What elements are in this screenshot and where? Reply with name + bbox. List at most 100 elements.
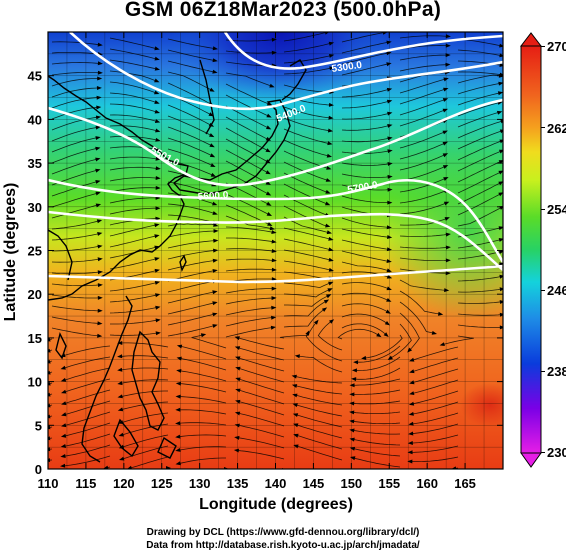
colorbar-label: 254 [547,202,566,217]
streamline-arrow [212,46,218,51]
streamline-arrow [234,336,240,341]
streamline-arrow [385,309,391,314]
streamline [237,357,285,372]
streamline [411,423,459,435]
streamline [399,234,448,237]
streamline [109,235,157,248]
streamline [51,181,98,197]
streamline [457,239,502,249]
streamline-arrow [349,410,355,415]
streamline [51,126,98,142]
streamline-arrow [96,95,102,100]
streamline [120,412,169,424]
streamline-arrow [407,450,413,455]
streamline [167,115,212,137]
streamline-arrow [119,456,125,461]
streamline [457,111,500,128]
streamline [283,106,331,119]
streamline-arrow [292,413,299,417]
credit-data-source: Data from http://database.rish.kyoto-u.a… [146,540,420,551]
streamline-arrow [499,325,503,330]
streamline-arrow [95,115,102,120]
y-tick-label: 20 [28,287,42,302]
streamline [399,109,446,127]
streamline-arrow [213,248,219,253]
colorbar-label: 270 [547,39,566,54]
streamline-arrow [328,247,334,252]
streamline-arrow [350,456,356,461]
colorbar-label: 246 [547,283,566,298]
streamline [51,41,100,46]
streamline [167,49,215,61]
streamline [51,258,100,263]
streamline-arrow [408,401,415,406]
streamline [457,120,503,139]
streamline [341,162,390,166]
streamline [178,434,227,438]
y-tick-label: 40 [28,112,42,127]
streamline [283,205,328,227]
streamline-arrow [212,69,218,74]
streamline-arrow [292,403,298,408]
streamline-arrow [387,174,393,179]
streamline-arrow [325,32,330,35]
streamline-arrow [291,374,297,379]
streamline-arrow [499,43,503,48]
streamline [167,240,216,249]
streamline-arrow [293,423,299,428]
streamline [457,140,503,161]
x-tick-label: 125 [151,476,173,491]
streamline [352,438,401,446]
streamline [120,355,169,359]
y-tick-label: 35 [28,156,42,171]
streamline [295,414,343,428]
streamline-arrow [443,87,449,92]
streamline-arrow [155,206,161,211]
streamline-arrow [234,411,241,416]
y-axis-title: Latitude (degrees) [2,183,19,322]
streamline-arrow [386,40,392,45]
streamline [225,307,274,316]
streamline-arrow [48,348,51,353]
streamline-arrow [451,466,457,469]
streamline-arrow [175,381,181,386]
streamline [167,148,214,167]
streamline-arrow [305,330,310,336]
streamline [179,370,227,382]
streamline-arrow [97,61,103,66]
streamline-arrow [387,111,393,116]
streamline [410,456,459,463]
streamline [120,342,169,348]
streamline-arrow [444,288,450,293]
streamline [457,288,502,293]
streamline-arrow [61,412,67,417]
streamline-arrow [154,281,161,285]
streamline-arrow [500,119,503,124]
streamline-arrow [386,51,392,56]
streamline [442,335,474,345]
streamline-arrow [349,419,355,424]
contour-label: 5300.0 [331,60,363,75]
streamline-arrow [498,238,503,242]
streamline-arrow [269,83,275,88]
streamline-arrow [210,172,217,177]
streamline [341,125,390,131]
streamline-arrow [499,53,503,58]
streamline-arrow [175,407,181,412]
streamline [399,78,447,94]
streamline-arrow [387,149,393,154]
streamline [167,250,216,260]
streamline-arrow [155,305,161,310]
streamline [225,105,269,129]
streamline-arrow [166,466,171,469]
streamline [341,313,388,325]
streamline-arrow [235,377,241,382]
streamline [399,131,446,149]
streamline [51,271,100,275]
streamline-arrow [387,235,393,239]
streamline-arrow [386,274,393,279]
streamline-arrow [349,401,355,406]
streamline-arrow [234,423,240,428]
streamline-arrow [329,319,335,324]
streamline [399,88,446,105]
